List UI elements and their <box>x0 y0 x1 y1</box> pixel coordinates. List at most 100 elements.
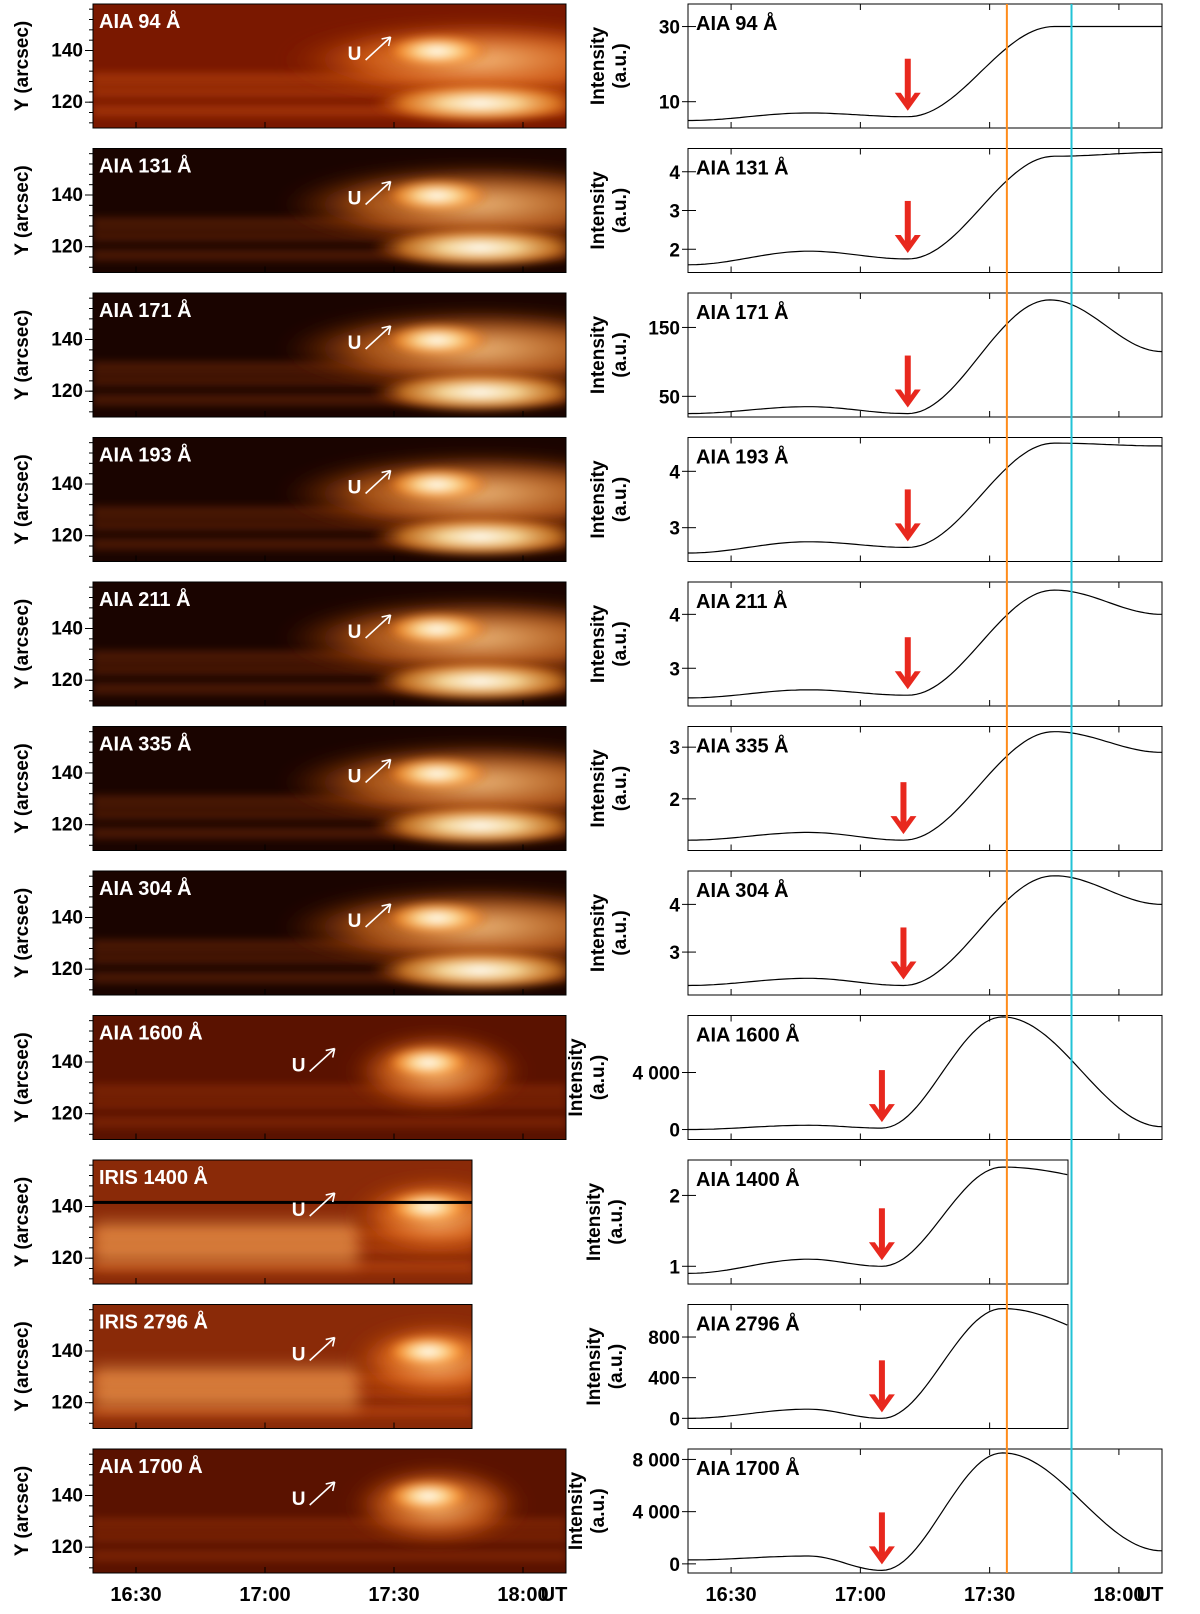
intensity-curve <box>687 1166 1068 1274</box>
curve-ylabel: Intensity <box>588 316 609 395</box>
intensity-curve <box>688 1308 1068 1419</box>
x-unit-label: UT <box>541 1584 568 1606</box>
intensity-curve <box>688 25 1162 122</box>
curve-ytick-label: 1 <box>669 1257 680 1278</box>
feature-arrow <box>365 759 391 784</box>
map-frame <box>92 1448 567 1574</box>
feature-label-u: U <box>348 767 362 788</box>
intensity-curve <box>687 151 1162 266</box>
feature-label-u: U <box>292 1489 306 1510</box>
curve-ytick-label: 3 <box>669 519 680 540</box>
lightcurve-panel: 3 2 AIA 335 Å Intensity (a.u.) <box>588 726 1163 851</box>
curve-ytick-label: 4 <box>669 462 680 483</box>
intensity-curve <box>688 1016 1163 1131</box>
feature-label-u: U <box>348 478 362 499</box>
curve-frame <box>687 148 1163 273</box>
curve-ylabel: Intensity <box>588 27 609 106</box>
map-frame <box>92 1159 473 1285</box>
lightcurve-panel: 4 3 AIA 304 Å Intensity (a.u.) <box>588 870 1163 996</box>
curve-frame <box>687 1304 1069 1429</box>
curve-ylabel-unit: (a.u.) <box>610 332 631 377</box>
minimum-arrow <box>894 355 921 408</box>
lightcurve-panel: 4 3 2 AIA 131 Å Intensity (a.u.) <box>588 148 1163 273</box>
map-panel: AIA 335 Å U 120 140 Y (arcsec) <box>12 726 567 851</box>
map-image <box>93 1304 472 1429</box>
feature-arrow <box>365 326 391 350</box>
curve-ytick-label: 4 <box>669 163 680 184</box>
minimum-arrow <box>868 1360 895 1413</box>
curve-ytick-label: 0 <box>669 1121 680 1142</box>
x-unit-label: UT <box>1137 1584 1164 1606</box>
feature-arrow <box>309 1337 335 1362</box>
lightcurve-panel: 4 3 AIA 211 Å Intensity (a.u.) <box>588 581 1163 707</box>
feature-label-u: U <box>348 189 362 210</box>
curve-ylabel: Intensity <box>588 171 609 250</box>
map-ytick-label: 140 <box>51 1486 83 1507</box>
curve-ylabel: Intensity <box>566 1038 587 1117</box>
map-ylabel: Y (arcsec) <box>12 21 33 112</box>
curve-ytick-label: 0 <box>669 1555 680 1576</box>
feature-arrow <box>365 904 391 928</box>
curve-ylabel-unit: (a.u.) <box>610 43 631 88</box>
minimum-arrow <box>868 1208 895 1261</box>
map-panel: AIA 304 Å U 120 140 Y (arcsec) <box>12 870 567 996</box>
map-ytick-label: 140 <box>51 41 83 62</box>
map-ytick-label: 120 <box>51 381 83 402</box>
map-panel: AIA 171 Å U 120 140 Y (arcsec) <box>12 292 567 418</box>
map-image <box>93 437 566 562</box>
curve-frame <box>687 1159 1069 1285</box>
map-ytick-label: 120 <box>51 959 83 980</box>
feature-label-u: U <box>292 1345 306 1366</box>
map-frame <box>92 726 567 851</box>
map-image <box>93 148 566 273</box>
map-ytick-label: 140 <box>51 1052 83 1073</box>
map-image <box>93 871 566 995</box>
map-ytick-label: 140 <box>51 474 83 495</box>
curve-ylabel-unit: (a.u.) <box>610 188 631 233</box>
curve-ytick-label: 150 <box>648 318 680 339</box>
map-ytick-label: 140 <box>51 908 83 929</box>
x-tick-label: 17:30 <box>368 1584 419 1606</box>
curve-ytick-label: 400 <box>648 1369 680 1390</box>
curve-ytick-label: 2 <box>669 240 680 261</box>
map-frame <box>92 437 567 562</box>
curve-title: AIA 304 Å <box>696 878 789 902</box>
x-tick-label: 17:00 <box>239 1584 290 1606</box>
map-image <box>93 4 566 128</box>
curve-ylabel-unit: (a.u.) <box>588 1488 609 1533</box>
map-title: AIA 131 Å <box>99 154 192 178</box>
curve-frame <box>687 1448 1163 1574</box>
curve-ytick-label: 10 <box>659 93 680 114</box>
x-tick-label: 18:00 <box>497 1584 548 1606</box>
map-ytick-label: 140 <box>51 1197 83 1218</box>
feature-arrow <box>365 181 391 206</box>
map-title: AIA 94 Å <box>99 9 181 33</box>
curve-ylabel: Intensity <box>584 1327 605 1406</box>
slit-line <box>93 1200 472 1204</box>
feature-arrow <box>309 1048 335 1073</box>
map-image <box>93 582 566 706</box>
map-title: AIA 1600 Å <box>99 1021 203 1045</box>
map-ytick-label: 140 <box>51 619 83 640</box>
map-ylabel: Y (arcsec) <box>12 310 33 401</box>
map-image <box>93 1160 472 1284</box>
feature-arrow <box>309 1193 335 1217</box>
map-ytick-label: 120 <box>51 237 83 258</box>
x-tick-label: 16:30 <box>110 1584 161 1606</box>
curve-ytick-label: 2 <box>669 1186 680 1207</box>
lightcurve-panel: 4 3 AIA 193 Å Intensity (a.u.) <box>588 437 1163 562</box>
map-panel: AIA 1700 Å U 120 140 Y (arcsec) <box>12 1448 567 1574</box>
curve-ylabel-unit: (a.u.) <box>588 1055 609 1100</box>
minimum-arrow <box>894 58 921 111</box>
curve-frame <box>687 1015 1163 1140</box>
map-ytick-label: 140 <box>51 763 83 784</box>
curve-ylabel-unit: (a.u.) <box>610 621 631 666</box>
map-image <box>93 293 566 417</box>
curve-title: AIA 1600 Å <box>696 1023 800 1047</box>
curve-ytick-label: 3 <box>669 659 680 680</box>
curve-ylabel: Intensity <box>588 460 609 539</box>
curve-title: AIA 94 Å <box>696 11 778 35</box>
map-ytick-label: 120 <box>51 815 83 836</box>
